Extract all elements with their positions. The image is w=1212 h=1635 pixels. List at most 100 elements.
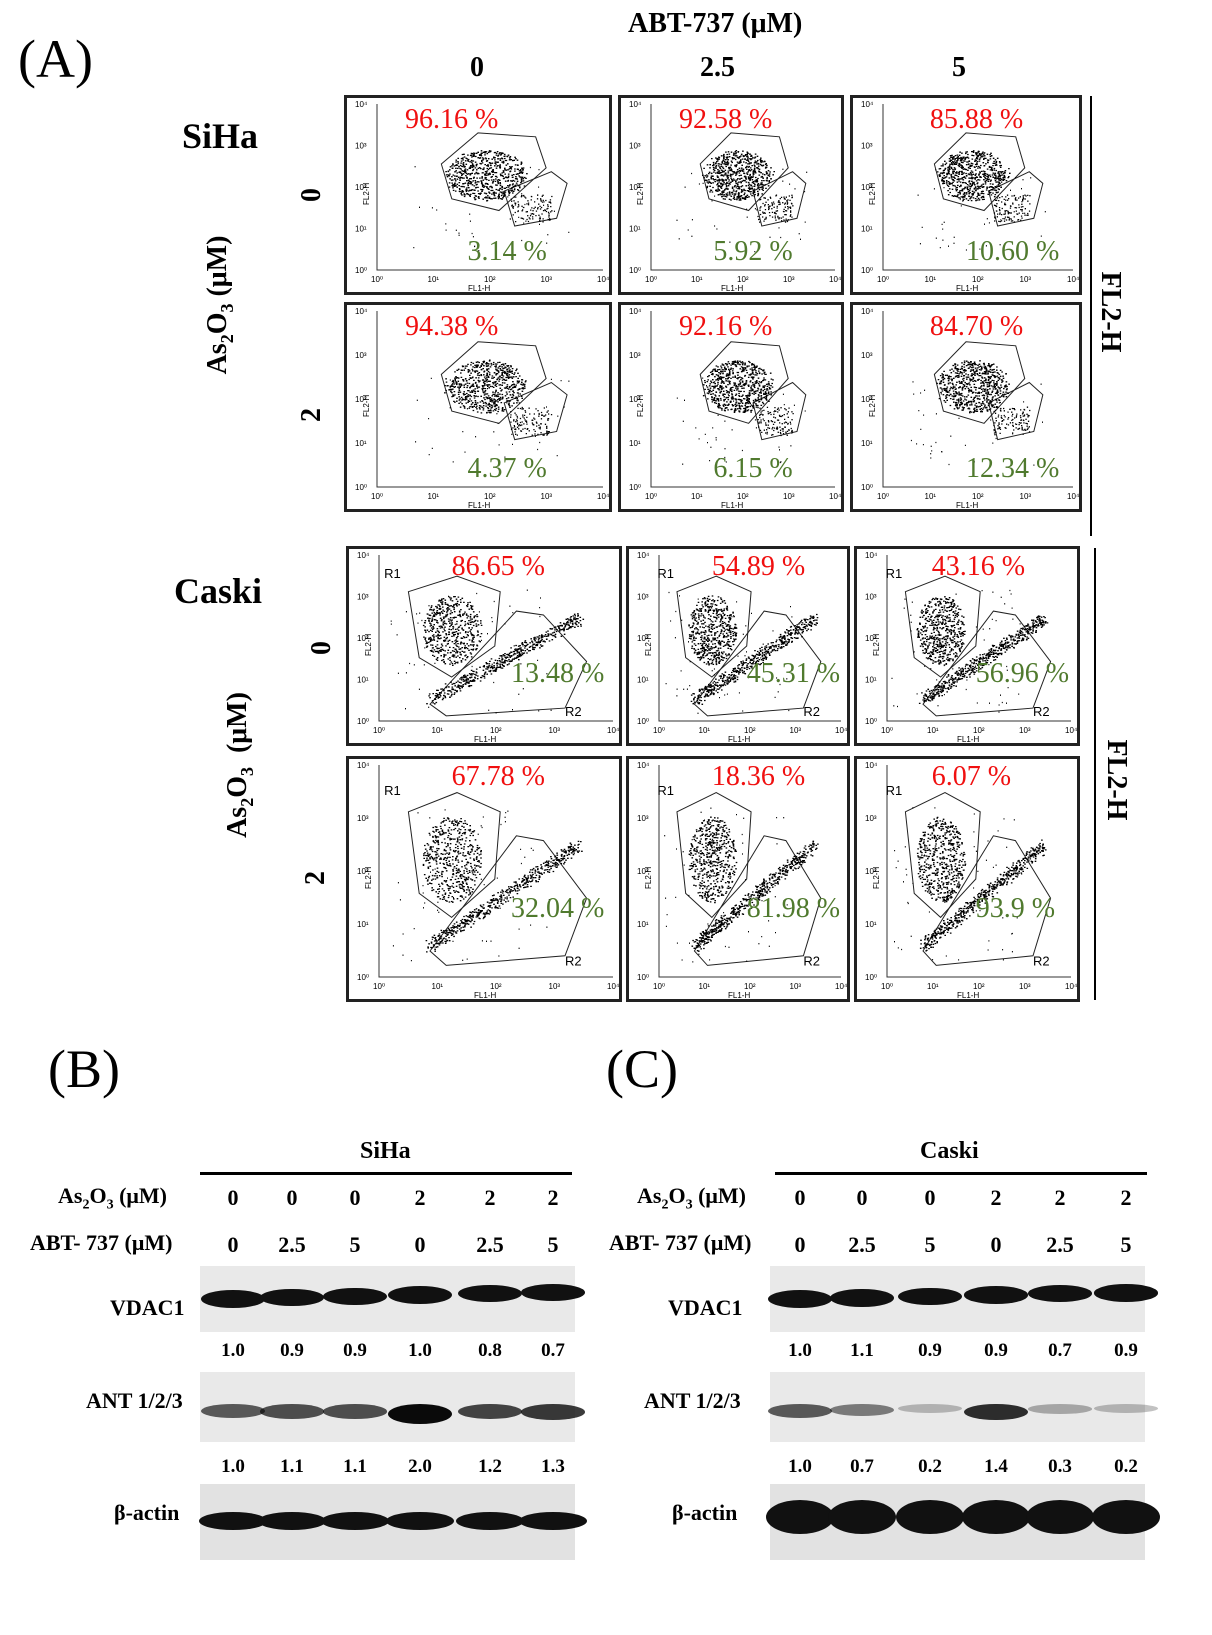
gate-r1-label: R1	[886, 783, 903, 798]
caski-row0-dose: 0	[306, 641, 337, 655]
y-tick-label: 10⁴	[861, 307, 874, 316]
siha-ant-quant-3: 2.0	[408, 1456, 432, 1477]
y-tick-label: 10²	[357, 634, 369, 643]
x-tick-label: 10⁰	[371, 492, 383, 501]
percent-r1: 86.65 %	[451, 551, 545, 582]
siha-actin-band	[386, 1512, 454, 1530]
y-tick-label: 10¹	[637, 920, 649, 929]
gate-r2	[429, 610, 588, 717]
x-tick-label: 10³	[541, 492, 553, 501]
gate-r1	[440, 341, 547, 424]
x-tick-label: 10⁴	[835, 726, 847, 735]
gate-r2	[988, 381, 1044, 441]
y-tick-label: 10⁴	[357, 551, 370, 560]
siha-side-fl2h-label: FL2-H	[1095, 271, 1126, 353]
plot-axes	[650, 104, 835, 271]
y-tick-label: 10⁴	[865, 761, 878, 770]
y-tick-label: 10¹	[861, 439, 873, 448]
y-axis-title: FL2-H	[636, 395, 645, 417]
siha-abt-row-label: ABT- 737 (μM)	[30, 1230, 173, 1255]
y-tick-label: 10²	[861, 395, 873, 404]
caski-ant-band	[830, 1404, 894, 1417]
x-tick-label: 10⁴	[597, 275, 609, 284]
x-tick-label: 10⁴	[1067, 275, 1079, 284]
percent-r2: 4.37 %	[467, 453, 547, 484]
y-tick-label: 10⁴	[629, 100, 642, 109]
abt-dose-5: 5	[952, 52, 966, 83]
y-axis-title: FL2-H	[872, 634, 881, 656]
siha-ant-quant-1: 1.1	[280, 1456, 304, 1477]
x-tick-label: 10⁴	[829, 275, 841, 284]
caski-vdac1-band	[964, 1286, 1028, 1304]
y-axis-title: FL2-H	[868, 183, 877, 205]
plot-axes	[886, 765, 1071, 978]
caski-ant-quant-4: 0.3	[1048, 1456, 1072, 1477]
y-tick-label: 10⁰	[637, 973, 649, 982]
x-tick-label: 10³	[1019, 982, 1031, 991]
siha-row0-dose: 0	[296, 188, 327, 202]
siha-abt-value-1: 2.5	[278, 1232, 306, 1257]
gate-r2	[503, 381, 568, 441]
y-tick-label: 10¹	[629, 439, 641, 448]
y-tick-label: 10²	[865, 867, 877, 876]
gate-r2	[922, 610, 1052, 717]
x-tick-label: 10³	[783, 275, 795, 284]
siha-vdac1-band	[260, 1288, 324, 1307]
x-tick-label: 10⁴	[1067, 492, 1079, 501]
caski-vdac1-quant-4: 0.7	[1048, 1340, 1072, 1361]
siha-vdac1-band	[201, 1290, 265, 1308]
percent-r2: 81.98 %	[746, 893, 841, 925]
plot-axes	[658, 555, 841, 722]
y-tick-label: 10⁴	[355, 307, 368, 316]
percent-r1: 84.70 %	[929, 311, 1024, 342]
percent-r2: 10.60 %	[966, 236, 1060, 267]
percent-r1: 67.78 %	[451, 761, 545, 792]
caski-abt-value-2: 5	[924, 1232, 936, 1257]
siha-vdac1-quant-4: 0.8	[478, 1340, 502, 1361]
x-tick-label: 10³	[1020, 492, 1032, 501]
x-tick-label: 10¹	[925, 492, 937, 501]
x-tick-label: 10²	[744, 726, 756, 735]
x-axis-title: FL1-H	[721, 501, 743, 509]
siha-as2o3-row-label: As2O3 (μM)	[58, 1183, 167, 1213]
gate-r2	[752, 171, 807, 227]
gate-r1-label: R1	[657, 566, 674, 581]
gate-r2	[693, 610, 822, 717]
plot-axes	[378, 765, 613, 978]
scatter-svg: 10⁰ 10¹ 10² 10³ 10⁴ 10⁰ 10¹ 10² 10³ 10⁴ FL1-H FL2-H…	[357, 551, 619, 743]
x-tick-label: 10¹	[699, 982, 711, 991]
x-tick-label: 10⁰	[645, 275, 657, 284]
y-tick-label: 10³	[637, 593, 649, 602]
y-tick-label: 10⁴	[357, 761, 370, 770]
siha-ant-quant-0: 1.0	[221, 1456, 245, 1477]
caski-plot-r0-c2: 10⁰ 10¹ 10² 10³ 10⁴ 10⁰ 10¹ 10² 10³ 10⁴ FL1-H FL2-H…	[854, 546, 1080, 746]
x-tick-label: 10²	[973, 726, 985, 735]
caski-vdac1-band	[898, 1287, 962, 1306]
caski-actin-band	[828, 1500, 896, 1534]
x-axis-title: FL1-H	[468, 501, 490, 509]
y-tick-label: 10²	[629, 183, 641, 192]
x-tick-label: 10¹	[927, 982, 939, 991]
gate-r1	[407, 792, 501, 919]
event-dots	[891, 589, 1049, 713]
y-axis-title: FL2-H	[636, 183, 645, 205]
caski-vdac1-label: VDAC1	[668, 1295, 743, 1320]
plot-axes	[378, 555, 613, 722]
x-tick-label: 10³	[1020, 275, 1032, 284]
y-axis-title: FL2-H	[872, 867, 881, 889]
siha-actin-label: β-actin	[114, 1500, 180, 1525]
caski-blot-title: Caski	[920, 1138, 979, 1164]
y-tick-label: 10⁰	[357, 973, 369, 982]
scatter-svg: 10⁰ 10¹ 10² 10³ 10⁴ 10⁰ 10¹ 10² 10³ 10⁴ FL1-H FL2-H…	[637, 551, 847, 743]
event-dots	[676, 149, 808, 253]
plot-axes	[886, 555, 1071, 722]
caski-ant-quant-1: 0.7	[850, 1456, 874, 1477]
y-tick-label: 10⁰	[861, 483, 873, 492]
caski-vdac1-band	[1094, 1284, 1158, 1302]
y-tick-label: 10²	[637, 867, 649, 876]
caski-cell-label: Caski	[174, 571, 263, 611]
x-tick-label: 10¹	[691, 492, 703, 501]
y-tick-label: 10¹	[355, 439, 367, 448]
gate-r2-label: R2	[803, 953, 820, 968]
x-tick-label: 10²	[744, 982, 756, 991]
